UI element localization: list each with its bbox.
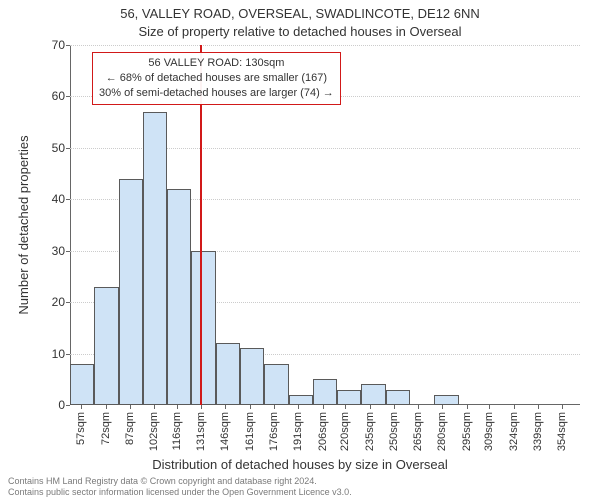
xtick-mark — [274, 405, 275, 409]
xtick-mark — [81, 405, 82, 409]
xtick-label: 339sqm — [532, 412, 544, 451]
title-main: 56, VALLEY ROAD, OVERSEAL, SWADLINCOTE, … — [0, 6, 600, 21]
xtick-mark — [298, 405, 299, 409]
histogram-bar — [361, 384, 385, 405]
xtick-mark — [442, 405, 443, 409]
histogram-bar — [70, 364, 94, 405]
ytick-label: 60 — [25, 89, 65, 103]
histogram-bar — [240, 348, 264, 405]
ytick-label: 70 — [25, 38, 65, 52]
histogram-bar — [313, 379, 337, 405]
x-axis-label: Distribution of detached houses by size … — [0, 457, 600, 472]
xtick-label: 146sqm — [219, 412, 231, 451]
histogram-bar — [216, 343, 240, 405]
xtick-mark — [225, 405, 226, 409]
histogram-bar — [386, 390, 410, 405]
histogram-bar — [191, 251, 215, 405]
ytick-mark — [66, 96, 70, 97]
xtick-mark — [467, 405, 468, 409]
xtick-mark — [489, 405, 490, 409]
ytick-mark — [66, 302, 70, 303]
xtick-mark — [345, 405, 346, 409]
histogram-bar — [167, 189, 191, 405]
xtick-label: 87sqm — [124, 412, 136, 445]
histogram-bar — [119, 179, 143, 405]
xtick-mark — [154, 405, 155, 409]
xtick-mark — [538, 405, 539, 409]
histogram-bar — [94, 287, 118, 405]
histogram-bar — [337, 390, 361, 405]
histogram-bar — [143, 112, 167, 405]
y-axis-line — [70, 45, 71, 405]
xtick-mark — [130, 405, 131, 409]
xtick-label: 309sqm — [483, 412, 495, 451]
xtick-label: 161sqm — [244, 412, 256, 451]
ytick-mark — [66, 405, 70, 406]
xtick-label: 191sqm — [292, 412, 304, 451]
xtick-mark — [394, 405, 395, 409]
xtick-label: 116sqm — [171, 412, 183, 450]
annotation-box: 56 VALLEY ROAD: 130sqm← 68% of detached … — [92, 52, 341, 105]
xtick-label: 176sqm — [268, 412, 280, 451]
footer-attribution: Contains HM Land Registry data © Crown c… — [8, 476, 352, 498]
xtick-label: 354sqm — [556, 412, 568, 451]
xtick-mark — [562, 405, 563, 409]
ytick-label: 10 — [25, 347, 65, 361]
xtick-mark — [323, 405, 324, 409]
xtick-label: 72sqm — [100, 412, 112, 445]
annotation-line: 56 VALLEY ROAD: 130sqm — [99, 56, 334, 71]
footer-line-1: Contains HM Land Registry data © Crown c… — [8, 476, 352, 487]
histogram-bar — [434, 395, 458, 405]
xtick-label: 324sqm — [508, 412, 520, 451]
xtick-label: 235sqm — [364, 412, 376, 451]
xtick-label: 57sqm — [75, 412, 87, 445]
histogram-bar — [289, 395, 313, 405]
footer-line-2: Contains public sector information licen… — [8, 487, 352, 498]
xtick-mark — [177, 405, 178, 409]
ytick-mark — [66, 199, 70, 200]
xtick-label: 131sqm — [195, 412, 207, 451]
xtick-mark — [201, 405, 202, 409]
xtick-mark — [106, 405, 107, 409]
xtick-label: 295sqm — [461, 412, 473, 451]
ytick-label: 20 — [25, 295, 65, 309]
ytick-mark — [66, 251, 70, 252]
ytick-label: 0 — [25, 398, 65, 412]
xtick-mark — [250, 405, 251, 409]
annotation-line: ← 68% of detached houses are smaller (16… — [99, 71, 334, 86]
xtick-label: 250sqm — [388, 412, 400, 451]
title-sub: Size of property relative to detached ho… — [0, 24, 600, 39]
xtick-mark — [370, 405, 371, 409]
histogram-bar — [264, 364, 288, 405]
ytick-mark — [66, 354, 70, 355]
ytick-mark — [66, 45, 70, 46]
ytick-label: 30 — [25, 244, 65, 258]
xtick-mark — [514, 405, 515, 409]
xtick-label: 220sqm — [339, 412, 351, 451]
grid-line — [70, 45, 580, 46]
xtick-label: 265sqm — [412, 412, 424, 451]
ytick-label: 40 — [25, 192, 65, 206]
xtick-label: 280sqm — [436, 412, 448, 451]
ytick-label: 50 — [25, 141, 65, 155]
annotation-line: 30% of semi-detached houses are larger (… — [99, 86, 334, 101]
y-axis-label: Number of detached properties — [16, 135, 31, 314]
ytick-mark — [66, 148, 70, 149]
xtick-mark — [418, 405, 419, 409]
xtick-label: 206sqm — [317, 412, 329, 451]
xtick-label: 102sqm — [148, 412, 160, 451]
